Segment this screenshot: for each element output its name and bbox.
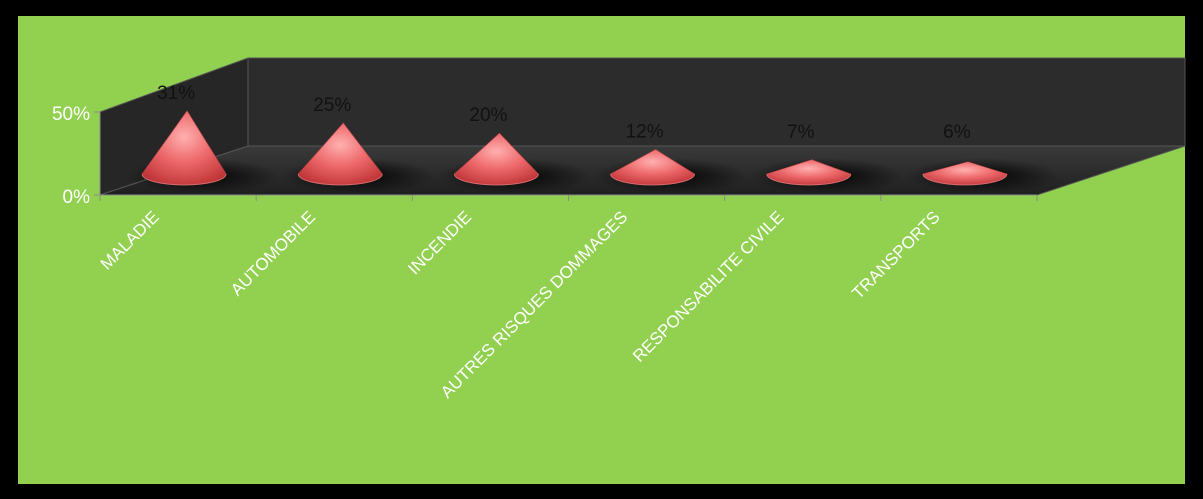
- data-label: 31%: [157, 83, 195, 104]
- cone-rim: [610, 173, 696, 186]
- cone-responsabilite-civile: [750, 158, 903, 194]
- cone-automobile: [282, 122, 435, 194]
- y-tick-label-0: 0%: [63, 187, 91, 208]
- data-label: 20%: [469, 105, 507, 126]
- data-label: 25%: [313, 95, 351, 116]
- cone-rim: [922, 173, 1008, 186]
- category-label: INCENDIE: [404, 207, 475, 278]
- cone-maladie: [126, 110, 279, 194]
- cone-rim: [453, 173, 539, 186]
- data-label: 6%: [943, 122, 971, 143]
- cone-rim: [141, 173, 227, 186]
- y-tick-label-50: 50%: [52, 104, 90, 125]
- cone-transports: [906, 158, 1059, 194]
- cone-autres-risques-dommages: [594, 149, 747, 194]
- cone-incendie: [438, 132, 591, 194]
- data-labels: 31% 25% 20% 12% 7% 6%: [157, 83, 971, 143]
- cone-rim: [766, 173, 852, 186]
- data-label: 7%: [787, 122, 815, 143]
- category-label: AUTRES RISQUES DOMMAGES: [437, 207, 631, 401]
- back-wall: [247, 57, 1186, 147]
- cone-rim: [297, 173, 383, 186]
- category-label: MALADIE: [97, 207, 163, 273]
- cone-series: [126, 110, 1059, 194]
- category-label: AUTOMOBILE: [227, 207, 319, 299]
- category-label: RESPONSABILITE CIVILE: [629, 207, 787, 365]
- axis-ticks: [94, 111, 1038, 201]
- data-label: 12%: [626, 122, 664, 143]
- category-label: TRANSPORTS: [848, 207, 943, 302]
